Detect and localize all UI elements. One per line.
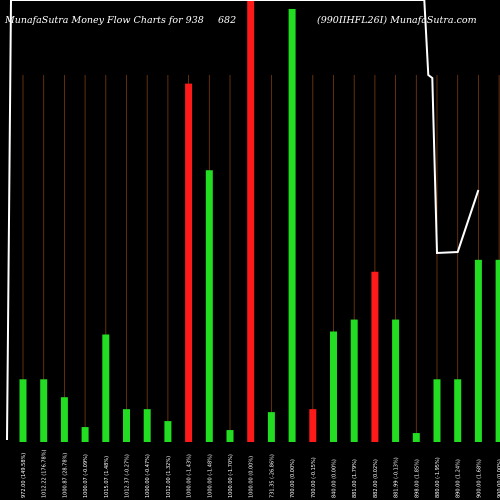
money-flow-bar	[185, 83, 193, 443]
x-tick-label: 898.00 (1.85%)	[414, 459, 420, 498]
x-tick-label: 731.35 (-26.86%)	[269, 454, 275, 498]
header-mid: 682	[218, 15, 236, 26]
money-flow-bar	[330, 331, 337, 442]
x-tick-label: 1000.00 (-0.47%)	[145, 454, 151, 498]
x-tick-label: 881.99 (-0.13%)	[394, 457, 400, 498]
x-tick-label: 700.00 (0.00%)	[290, 459, 296, 498]
x-tick-label: 1000.00 (0.00%)	[249, 456, 255, 498]
x-tick-label: 1015.07 (1.48%)	[104, 456, 110, 498]
money-flow-bar	[247, 0, 255, 442]
x-tick-label: 900.00 (0.00%)	[497, 459, 500, 498]
x-tick-labels: 972.00 (149.58%) 1012.22 (176.78%) 1000.87…	[21, 450, 500, 498]
money-flow-bar	[392, 319, 400, 442]
money-flow-bar	[288, 8, 296, 442]
x-tick-label: 1000.00 (-1.48%)	[207, 454, 213, 498]
x-tick-label: 882.00 (0.02%)	[373, 459, 379, 498]
money-flow-line	[6, 0, 480, 441]
x-tick-label: 881.00 (1.79%)	[352, 459, 358, 498]
x-tick-label: 840.00 (0.00%)	[332, 459, 338, 498]
money-flow-bar	[123, 409, 130, 442]
money-flow-bar	[226, 430, 234, 442]
x-tick-label: 1012.22 (176.78%)	[42, 450, 48, 498]
header-left: MunafaSutra Money Flow Charts for 938	[4, 15, 204, 26]
x-tick-label: 1000.00 (-1.43%)	[187, 454, 193, 498]
money-flow-bar	[205, 170, 213, 442]
money-flow-bar	[267, 412, 275, 442]
x-tick-label: 700.00 (-0.15%)	[311, 457, 317, 498]
money-flow-bar	[454, 379, 462, 442]
money-flow-bar	[40, 379, 48, 442]
money-flow-bar	[371, 271, 379, 442]
x-tick-label: 1000.07 (-0.09%)	[83, 454, 89, 498]
money-flow-bar	[412, 433, 420, 442]
x-tick-label: 1012.37 (-0.27%)	[125, 454, 131, 498]
money-flow-bar	[474, 259, 482, 442]
header-right: (990IIHFL26I) MunafaSutra.com	[317, 15, 477, 26]
x-tick-label: 1000.87 (28.78%)	[62, 453, 68, 498]
money-flow-bar	[143, 409, 151, 442]
money-flow-bar	[433, 379, 441, 442]
money-flow-bar	[350, 319, 358, 442]
money-flow-bar	[81, 427, 89, 442]
money-flow-bar	[495, 259, 500, 442]
x-tick-label: 900.00 (1.68%)	[476, 459, 482, 498]
x-tick-label: 1012.00 (1.32%)	[166, 456, 172, 498]
x-tick-label: 1000.00 (-1.70%)	[228, 454, 234, 498]
money-flow-bar	[309, 409, 317, 442]
flow-line-group	[6, 0, 480, 441]
money-flow-bar	[60, 397, 68, 442]
money-flow-bar	[164, 421, 172, 442]
bars-group	[19, 0, 500, 443]
x-tick-label: 972.00 (149.58%)	[21, 453, 27, 498]
x-tick-label: 890.00 (1.24%)	[456, 459, 462, 498]
x-tick-label: 880.00 (-1.95%)	[435, 457, 441, 498]
money-flow-bar	[102, 334, 110, 442]
money-flow-bar	[19, 379, 27, 442]
